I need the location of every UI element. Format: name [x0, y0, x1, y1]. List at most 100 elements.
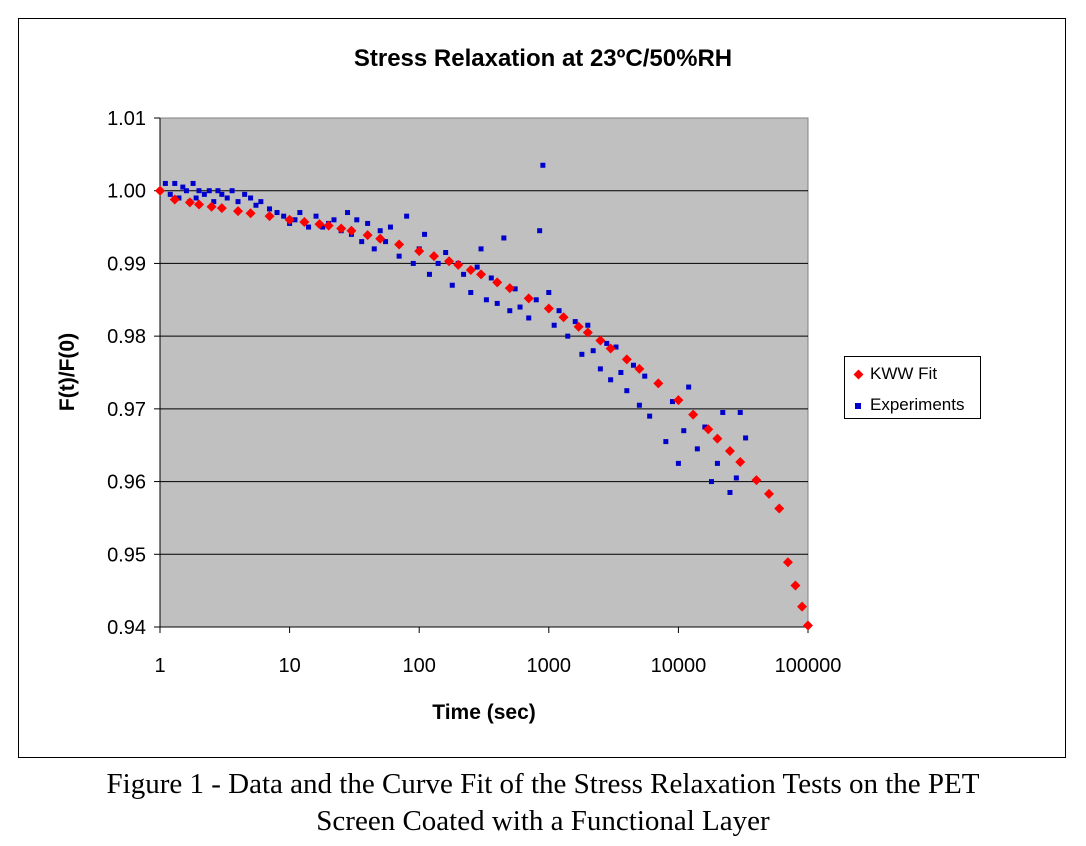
data-point — [504, 283, 515, 294]
data-point — [362, 230, 373, 241]
data-point — [507, 308, 513, 314]
data-point — [190, 180, 196, 186]
figure-caption: Figure 1 - Data and the Curve Fit of the… — [0, 766, 1086, 840]
data-point — [404, 213, 410, 219]
data-point — [595, 335, 606, 346]
data-point — [751, 475, 762, 486]
data-point — [245, 208, 256, 219]
data-point — [314, 219, 325, 230]
data-point — [292, 217, 298, 223]
data-point — [359, 239, 365, 245]
data-point — [235, 199, 241, 205]
data-point — [618, 370, 624, 375]
data-point — [675, 460, 681, 466]
data-point — [737, 409, 743, 415]
data-point — [206, 201, 217, 212]
data-point — [642, 373, 648, 379]
data-point — [537, 228, 543, 234]
data-point — [673, 395, 684, 406]
chart-legend: KWW Fit Experiments — [844, 356, 981, 419]
series-kww-fit — [155, 185, 813, 631]
data-point — [782, 557, 793, 568]
data-point — [375, 233, 386, 244]
data-point — [394, 239, 405, 250]
series-experiments — [157, 162, 749, 495]
data-point — [172, 180, 178, 186]
data-point — [422, 231, 428, 237]
data-point — [702, 424, 708, 430]
data-point — [492, 277, 503, 288]
data-point — [297, 210, 303, 216]
data-point — [688, 409, 699, 420]
legend-label-experiments: Experiments — [870, 395, 965, 414]
series-layer — [155, 162, 813, 631]
legend-label-kww-fit: KWW Fit — [870, 364, 938, 383]
data-point — [551, 322, 557, 328]
data-point — [605, 343, 616, 354]
data-point — [763, 488, 774, 499]
data-point — [383, 239, 389, 245]
data-point — [597, 366, 603, 372]
data-point — [621, 354, 632, 365]
data-point — [233, 206, 244, 217]
data-point — [474, 264, 480, 270]
data-point — [258, 199, 264, 205]
data-point — [248, 195, 254, 201]
caption-line-2: Screen Coated with a Functional Layer — [316, 805, 770, 837]
data-point — [636, 402, 642, 408]
data-point — [476, 269, 487, 280]
data-point — [461, 271, 467, 277]
data-point — [346, 225, 357, 236]
data-point — [743, 435, 749, 441]
data-point — [608, 377, 614, 383]
data-point — [323, 220, 334, 231]
x-tick-label: 1 — [154, 655, 165, 677]
y-axis-label: F(t)/F(0) — [56, 333, 79, 411]
caption-line-1: Figure 1 - Data and the Curve Fit of the… — [106, 768, 980, 800]
data-point — [647, 413, 653, 419]
data-point — [201, 191, 207, 197]
chart-title: Stress Relaxation at 23ºC/50%RH — [354, 45, 732, 72]
data-point — [797, 601, 808, 612]
data-point — [735, 456, 746, 467]
data-point — [565, 333, 571, 339]
data-point — [724, 446, 735, 457]
axes: 0.94 0.95 0.96 0.97 0.98 0.99 1.00 1.01 1 10 100 10… — [107, 108, 841, 677]
data-point — [180, 184, 186, 190]
data-point — [264, 211, 275, 222]
data-point — [365, 220, 371, 226]
data-point — [573, 321, 584, 332]
data-point — [733, 475, 739, 481]
data-point — [774, 503, 785, 514]
data-point — [449, 282, 455, 288]
y-tick-label: 0.98 — [107, 326, 146, 348]
data-point — [224, 195, 230, 201]
data-point — [703, 424, 714, 435]
data-point — [183, 188, 189, 194]
data-point — [579, 351, 585, 357]
data-point — [714, 460, 720, 466]
data-point — [284, 214, 295, 225]
data-point — [669, 399, 675, 405]
data-point — [803, 620, 813, 631]
data-point — [306, 224, 312, 230]
data-point — [428, 251, 439, 262]
data-point — [540, 162, 546, 168]
data-point — [501, 235, 507, 241]
data-point — [345, 210, 351, 216]
data-point — [630, 362, 636, 368]
data-point — [354, 217, 360, 223]
x-tick-label: 100000 — [775, 655, 842, 677]
legend-entry-experiments: Experiments — [853, 395, 964, 415]
data-point — [483, 297, 489, 303]
data-point — [653, 378, 664, 389]
data-point — [712, 433, 723, 444]
square-marker-icon — [855, 402, 861, 409]
data-point — [396, 253, 402, 259]
y-tick-label: 1.00 — [107, 181, 146, 203]
data-point — [410, 260, 416, 266]
y-tick-label: 0.95 — [107, 544, 146, 566]
x-axis-label: Time (sec) — [432, 701, 536, 724]
data-point — [336, 223, 347, 234]
x-tick-label: 10000 — [651, 655, 707, 677]
